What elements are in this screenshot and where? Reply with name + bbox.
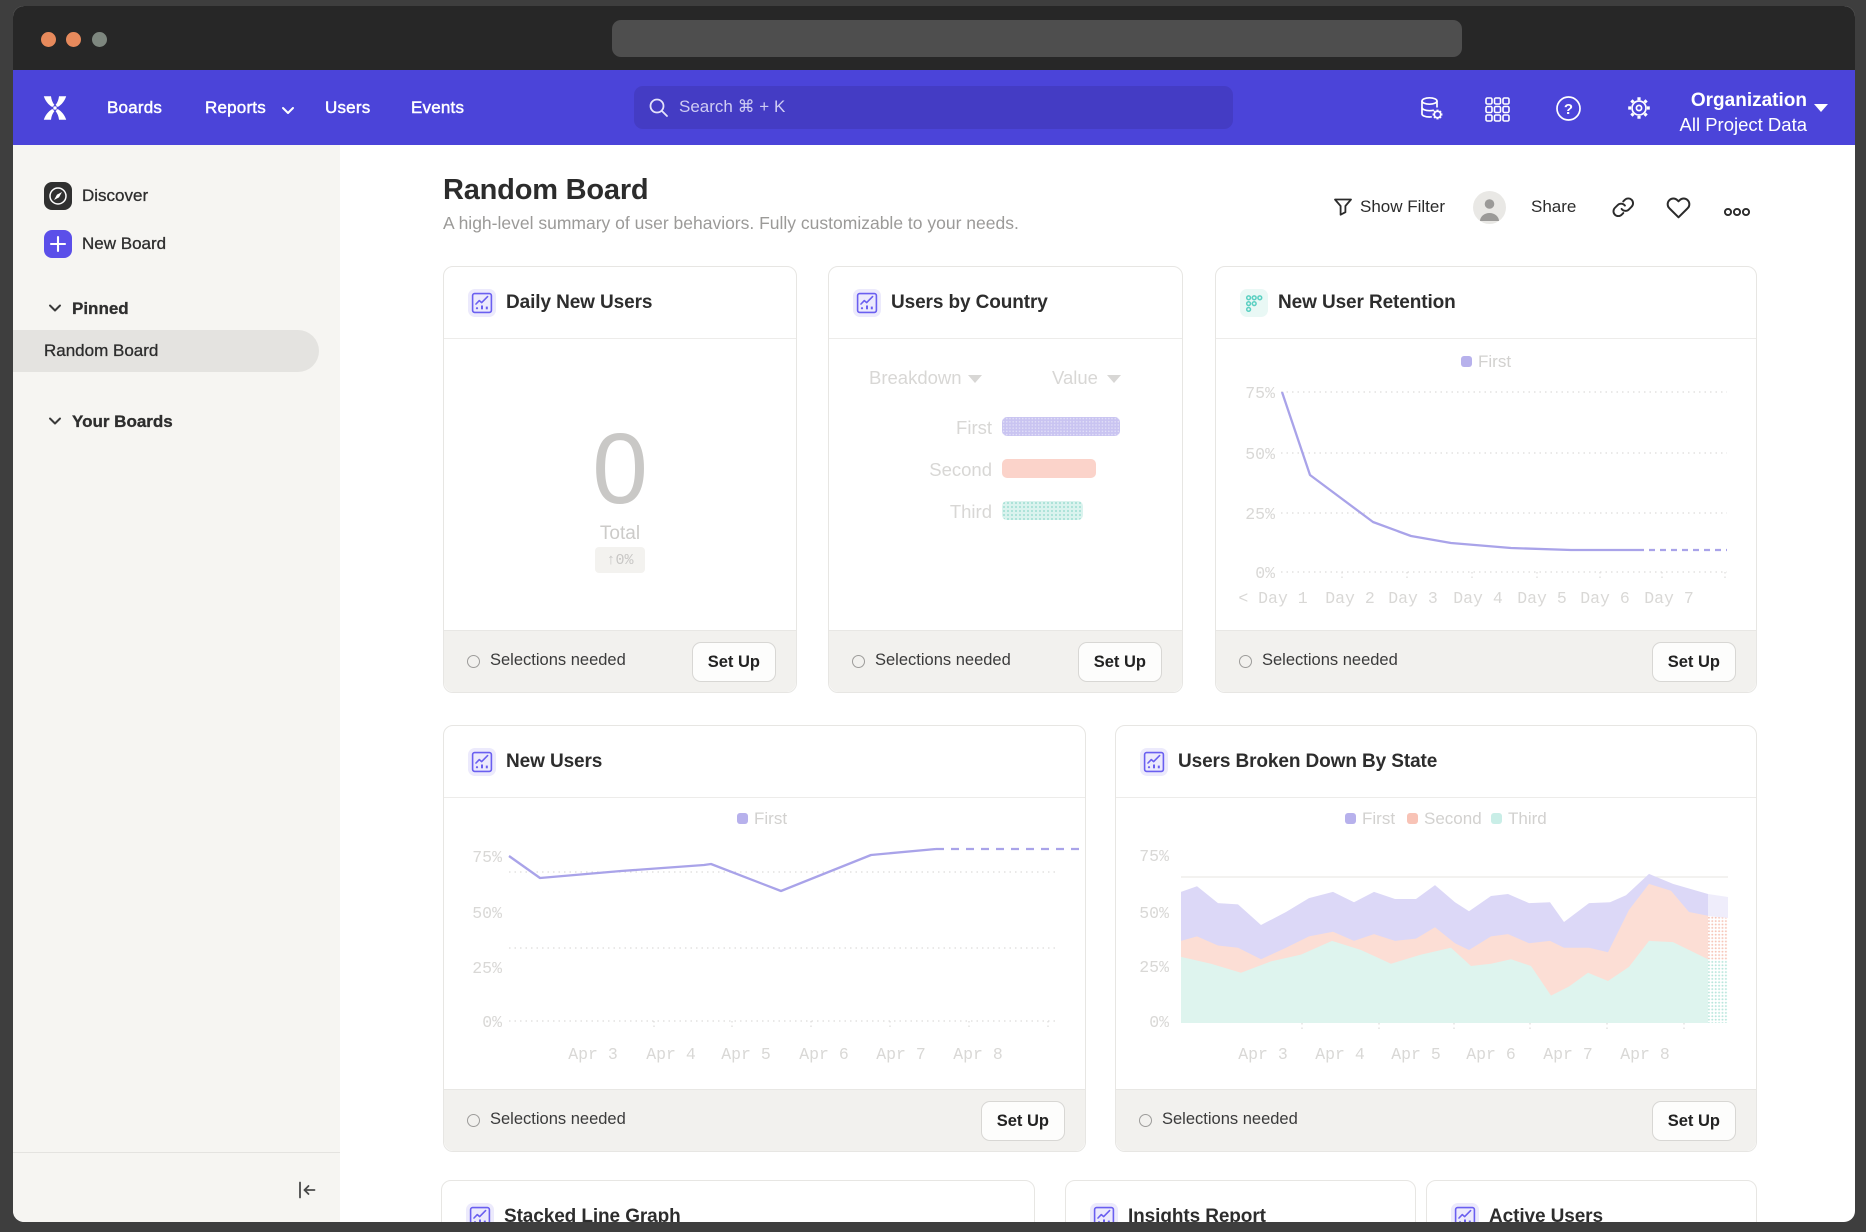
svg-text:Apr 3: Apr 3 (568, 1045, 618, 1064)
svg-text:Day 2: Day 2 (1325, 589, 1375, 608)
svg-text:?: ? (1564, 101, 1573, 118)
svg-text:Apr 8: Apr 8 (1620, 1045, 1670, 1064)
svg-text:Apr 5: Apr 5 (721, 1045, 771, 1064)
svg-text:75%: 75% (1139, 847, 1169, 866)
svg-text:Day 5: Day 5 (1517, 589, 1567, 608)
svg-text:Apr 4: Apr 4 (646, 1045, 696, 1064)
svg-text:Apr 7: Apr 7 (1543, 1045, 1593, 1064)
svg-text:Apr 6: Apr 6 (799, 1045, 849, 1064)
svg-text:50%: 50% (1139, 904, 1169, 923)
svg-text:Day 4: Day 4 (1453, 589, 1503, 608)
svg-text:75%: 75% (1245, 384, 1275, 403)
svg-text:25%: 25% (472, 959, 502, 978)
svg-text:Day 6: Day 6 (1580, 589, 1630, 608)
svg-text:Day 7: Day 7 (1644, 589, 1694, 608)
svg-text:Apr 7: Apr 7 (876, 1045, 926, 1064)
svg-text:75%: 75% (472, 848, 502, 867)
svg-text:25%: 25% (1139, 958, 1169, 977)
svg-text:Apr 8: Apr 8 (953, 1045, 1003, 1064)
svg-text:< Day 1: < Day 1 (1238, 589, 1307, 608)
svg-text:50%: 50% (472, 904, 502, 923)
svg-text:Apr 6: Apr 6 (1466, 1045, 1516, 1064)
svg-text:0%: 0% (1149, 1013, 1169, 1032)
svg-text:Apr 3: Apr 3 (1238, 1045, 1288, 1064)
svg-text:50%: 50% (1245, 445, 1275, 464)
svg-text:0%: 0% (482, 1013, 502, 1032)
svg-text:Apr 4: Apr 4 (1315, 1045, 1365, 1064)
svg-text:Apr 5: Apr 5 (1391, 1045, 1441, 1064)
svg-text:0%: 0% (1255, 564, 1275, 583)
svg-text:Day 3: Day 3 (1388, 589, 1438, 608)
svg-text:25%: 25% (1245, 505, 1275, 524)
